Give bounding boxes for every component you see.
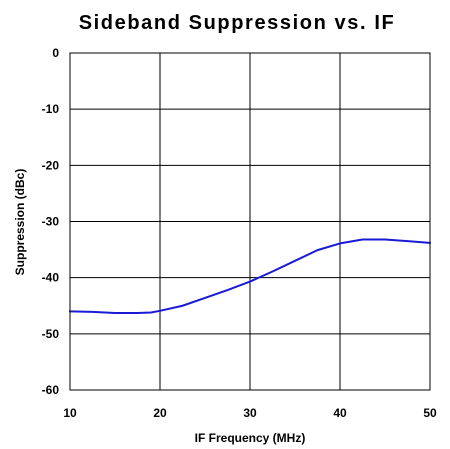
x-tick-label: 10 [63,406,77,420]
y-tick-label: -10 [42,102,60,116]
y-tick-label: -30 [42,215,60,229]
x-tick-label: 40 [333,406,347,420]
chart-title: Sideband Suppression vs. IF [79,12,396,34]
x-tick-label: 20 [153,406,167,420]
y-tick-label: -60 [42,383,60,397]
y-axis-label: Suppression (dBc) [13,169,27,276]
x-tick-label: 30 [243,406,257,420]
grid [69,52,431,391]
y-tick-label: -40 [42,271,60,285]
series-line-0 [69,238,431,315]
y-tick-label: 0 [52,46,59,60]
x-tick-labels: 10 20 30 40 50 [63,406,437,420]
y-tick-labels: 0 -10 -20 -30 -40 -50 -60 [42,46,60,397]
x-tick-label: 50 [423,406,437,420]
y-tick-label: -20 [42,158,60,172]
series-layer [69,238,431,315]
y-tick-label: -50 [42,327,60,341]
x-axis-label: IF Frequency (MHz) [195,431,306,445]
plot-frame [69,52,431,391]
